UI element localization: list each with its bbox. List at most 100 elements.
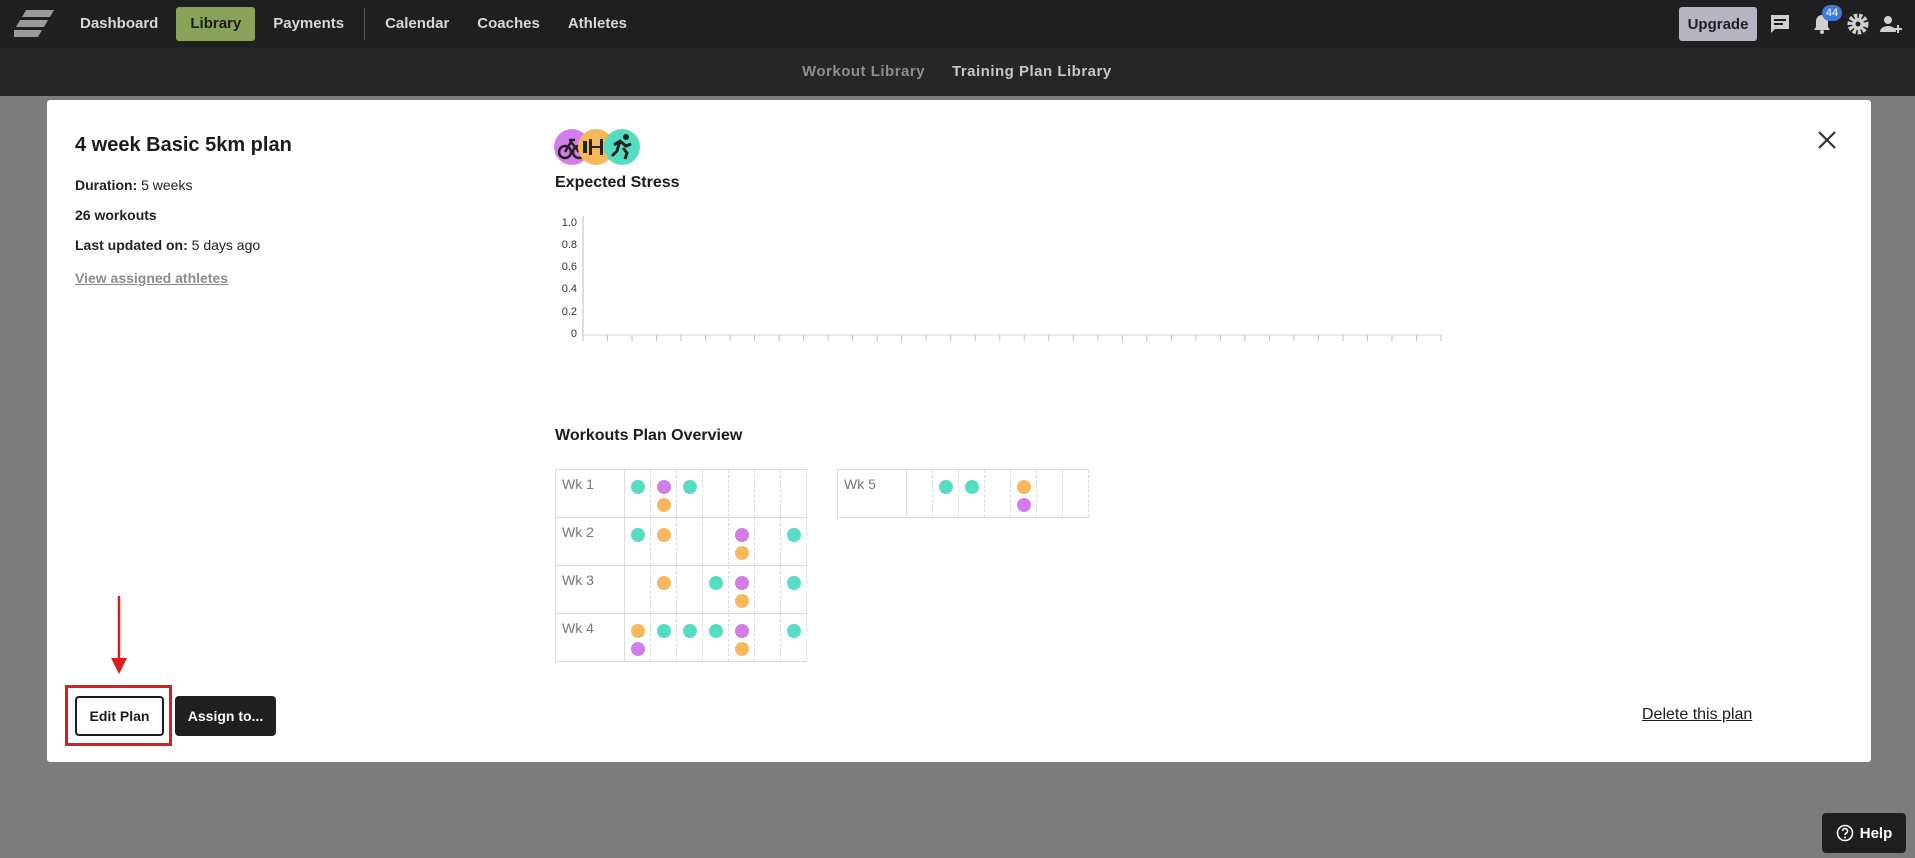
orange-workout-dot[interactable]: [735, 546, 749, 560]
gear-icon[interactable]: [1846, 12, 1870, 36]
duration-label: Duration:: [75, 177, 138, 193]
day-cell[interactable]: [728, 565, 755, 614]
purple-workout-dot[interactable]: [1017, 498, 1031, 512]
day-cell[interactable]: [702, 469, 729, 518]
app-logo-icon[interactable]: [14, 10, 54, 38]
teal-workout-dot[interactable]: [657, 624, 671, 638]
plan-workout-count: 26 workouts: [75, 207, 157, 223]
close-icon[interactable]: [1815, 128, 1839, 152]
teal-workout-dot[interactable]: [631, 528, 645, 542]
annotation-arrow: [111, 596, 127, 674]
orange-workout-dot[interactable]: [735, 594, 749, 608]
day-cell[interactable]: [728, 613, 755, 662]
annotation-highlight-box: [65, 685, 172, 746]
teal-workout-dot[interactable]: [683, 480, 697, 494]
day-cell[interactable]: [780, 517, 807, 566]
teal-workout-dot[interactable]: [709, 624, 723, 638]
nav-coaches[interactable]: Coaches: [477, 15, 540, 32]
day-cell[interactable]: [958, 469, 985, 518]
day-cell[interactable]: [906, 469, 933, 518]
help-button[interactable]: Help: [1822, 813, 1906, 853]
orange-workout-dot[interactable]: [735, 642, 749, 656]
view-assigned-athletes-link[interactable]: View assigned athletes: [75, 270, 229, 286]
day-cell[interactable]: [676, 469, 703, 518]
orange-workout-dot[interactable]: [657, 528, 671, 542]
edit-plan-button[interactable]: Edit Plan: [75, 696, 164, 736]
chat-icon[interactable]: [1768, 12, 1792, 36]
workouts-grid-week-5: Wk 5: [837, 469, 1089, 518]
updated-label: Last updated on:: [75, 237, 188, 253]
day-cell[interactable]: [780, 565, 807, 614]
expected-stress-title: Expected Stress: [555, 174, 680, 191]
nav-payments[interactable]: Payments: [273, 15, 345, 32]
day-cell[interactable]: [676, 517, 703, 566]
day-cell[interactable]: [1036, 469, 1063, 518]
day-cell[interactable]: [650, 469, 677, 518]
day-cell[interactable]: [984, 469, 1011, 518]
day-cell[interactable]: [932, 469, 959, 518]
day-cell[interactable]: [676, 565, 703, 614]
assign-to-button[interactable]: Assign to...: [175, 696, 276, 736]
nav-calendar[interactable]: Calendar: [385, 15, 450, 32]
teal-workout-dot[interactable]: [683, 624, 697, 638]
help-icon: [1836, 824, 1854, 842]
help-label: Help: [1859, 824, 1893, 842]
delete-plan-link[interactable]: Delete this plan: [1642, 706, 1753, 723]
teal-workout-dot[interactable]: [787, 624, 801, 638]
orange-workout-dot[interactable]: [631, 624, 645, 638]
week-row: Wk 3: [555, 565, 807, 614]
day-cell[interactable]: [624, 613, 651, 662]
plan-title: 4 week Basic 5km plan: [75, 134, 292, 156]
day-cell[interactable]: [754, 565, 781, 614]
day-cell[interactable]: [780, 613, 807, 662]
day-cell[interactable]: [650, 565, 677, 614]
day-cell[interactable]: [754, 469, 781, 518]
stress-chart-axes: [582, 216, 1442, 341]
teal-workout-dot[interactable]: [965, 480, 979, 494]
day-cell[interactable]: [650, 517, 677, 566]
day-cell[interactable]: [780, 469, 807, 518]
day-cell[interactable]: [650, 613, 677, 662]
day-cell[interactable]: [754, 517, 781, 566]
day-cell[interactable]: [1062, 469, 1089, 518]
tab-workout-library[interactable]: Workout Library: [802, 63, 926, 80]
upgrade-button[interactable]: Upgrade: [1679, 7, 1757, 41]
orange-workout-dot[interactable]: [657, 498, 671, 512]
day-cell[interactable]: [702, 565, 729, 614]
day-cell[interactable]: [676, 613, 703, 662]
teal-workout-dot[interactable]: [787, 528, 801, 542]
plan-details-modal: 4 week Basic 5km plan Duration: 5 weeks …: [47, 100, 1871, 762]
tab-training-plan-library[interactable]: Training Plan Library: [952, 63, 1112, 80]
week-row: Wk 1: [555, 469, 807, 518]
nav-dashboard[interactable]: Dashboard: [80, 15, 159, 32]
purple-workout-dot[interactable]: [735, 624, 749, 638]
day-cell[interactable]: [702, 517, 729, 566]
running-icon: [604, 129, 640, 165]
teal-workout-dot[interactable]: [709, 576, 723, 590]
nav-library[interactable]: Library: [176, 7, 256, 41]
week-row: Wk 2: [555, 517, 807, 566]
notification-badge: 44: [1822, 5, 1842, 21]
day-cell[interactable]: [728, 469, 755, 518]
day-cell[interactable]: [754, 613, 781, 662]
purple-workout-dot[interactable]: [657, 480, 671, 494]
purple-workout-dot[interactable]: [735, 528, 749, 542]
plan-last-updated: Last updated on: 5 days ago: [75, 237, 260, 253]
teal-workout-dot[interactable]: [939, 480, 953, 494]
day-cell[interactable]: [728, 517, 755, 566]
teal-workout-dot[interactable]: [787, 576, 801, 590]
day-cell[interactable]: [702, 613, 729, 662]
day-cell[interactable]: [624, 469, 651, 518]
add-user-icon[interactable]: [1879, 12, 1903, 36]
day-cell[interactable]: [624, 565, 651, 614]
week-label: Wk 4: [555, 613, 625, 662]
purple-workout-dot[interactable]: [735, 576, 749, 590]
workouts-grid-weeks-1-4: Wk 1 Wk 2 Wk 3 Wk 4: [555, 469, 807, 662]
orange-workout-dot[interactable]: [1017, 480, 1031, 494]
day-cell[interactable]: [1010, 469, 1037, 518]
day-cell[interactable]: [624, 517, 651, 566]
nav-athletes[interactable]: Athletes: [567, 15, 628, 32]
purple-workout-dot[interactable]: [631, 642, 645, 656]
orange-workout-dot[interactable]: [657, 576, 671, 590]
teal-workout-dot[interactable]: [631, 480, 645, 494]
